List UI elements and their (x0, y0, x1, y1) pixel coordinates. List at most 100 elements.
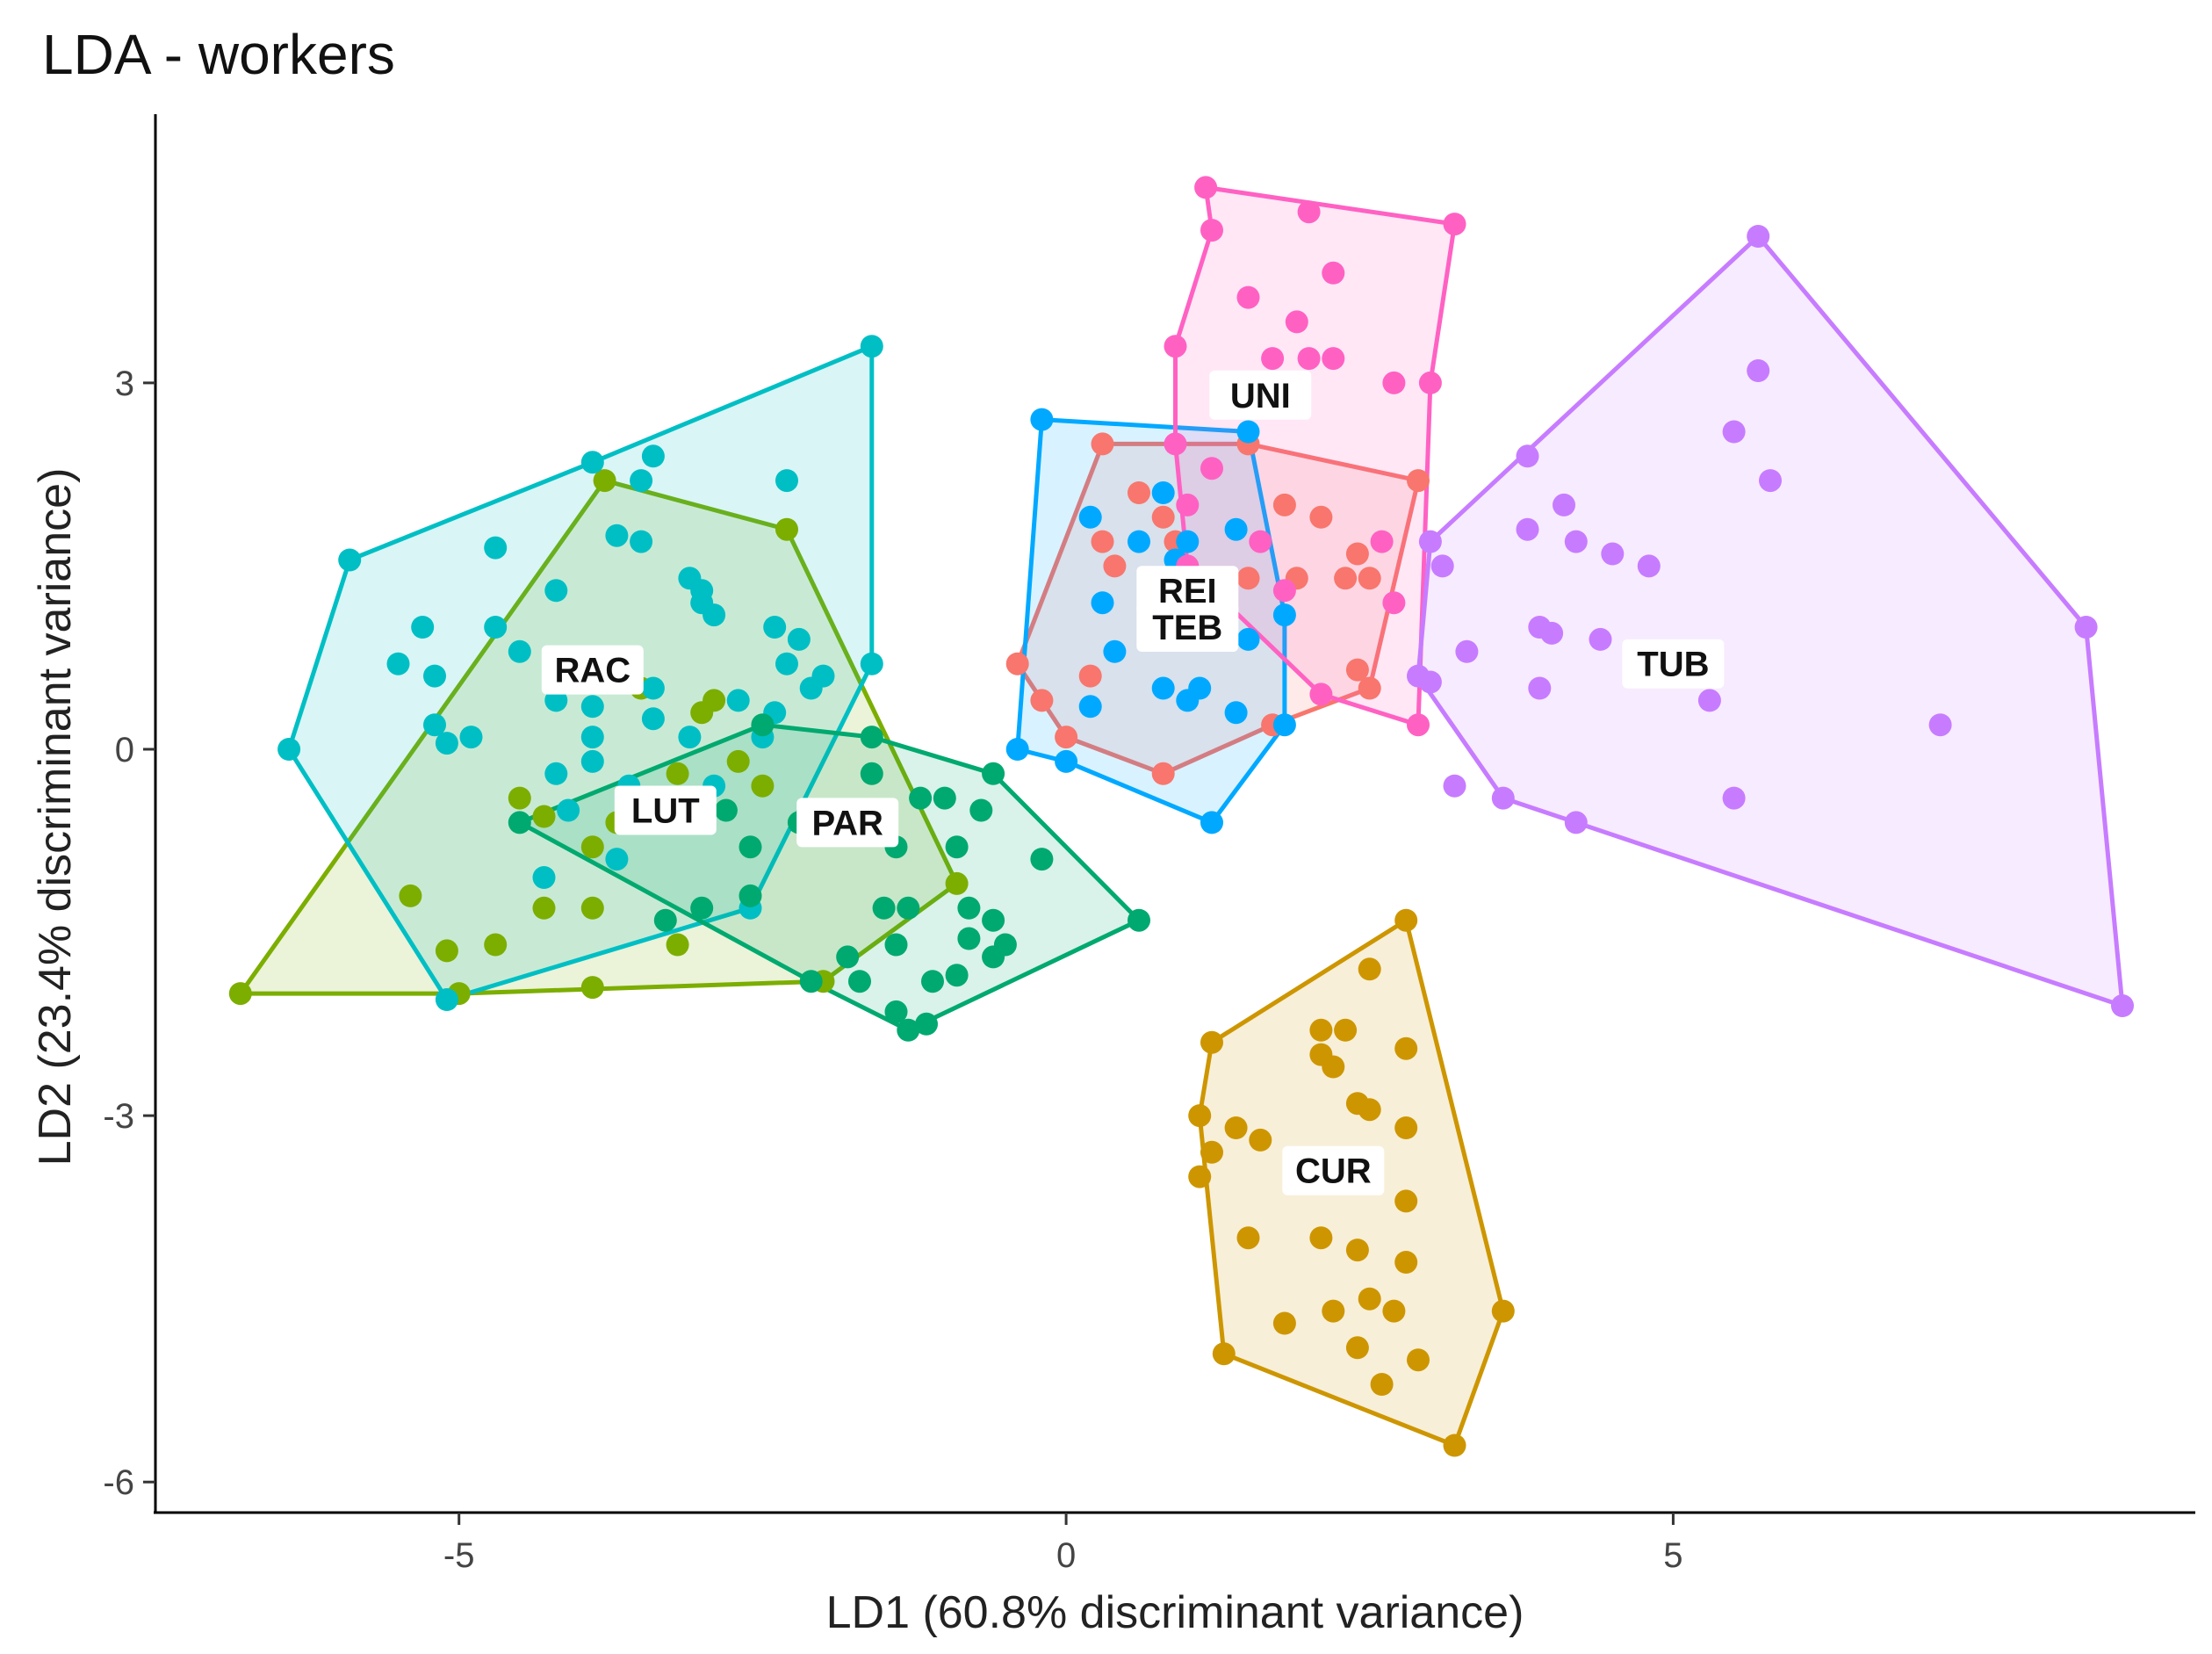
point-tub (1759, 469, 1782, 493)
point-tub (2074, 616, 2098, 639)
group-label-box (796, 798, 899, 848)
point-par (897, 896, 920, 920)
point-par (714, 798, 738, 822)
point-rac (580, 749, 604, 773)
point-tub (1516, 517, 1539, 541)
point-lut (666, 762, 689, 785)
point-rac (423, 664, 446, 688)
point-cur (1358, 1098, 1381, 1122)
point-cur (1200, 1030, 1223, 1054)
point-teb (1188, 676, 1212, 700)
point-tub (1697, 689, 1721, 712)
group-label-box (1622, 639, 1725, 689)
point-par (836, 945, 860, 969)
ticks-layer: -5 0 5 -6 -3 0 3 (103, 365, 1682, 1575)
point-par (508, 811, 531, 834)
point-cur (1370, 1373, 1394, 1396)
point-cur (1358, 957, 1381, 981)
point-uni (1200, 457, 1223, 480)
group-label-text: TEB (1152, 609, 1222, 647)
point-par (1030, 848, 1054, 871)
point-lut (484, 933, 508, 957)
point-tub (1747, 225, 1770, 248)
point-lut (399, 884, 422, 907)
x-axis-title: LD1 (60.8% discriminant variance) (826, 1587, 1524, 1638)
point-teb (1272, 713, 1296, 737)
point-rac (703, 603, 726, 627)
point-lut (666, 933, 689, 957)
point-teb (1224, 701, 1248, 725)
point-rac (641, 444, 665, 468)
point-lut (580, 835, 604, 859)
point-cur (1394, 908, 1418, 932)
point-uni (1261, 347, 1285, 371)
point-rac (557, 798, 580, 822)
point-tub (1553, 493, 1575, 516)
point-teb (1078, 695, 1102, 719)
group-label-teb: TEB (1136, 603, 1239, 652)
point-par (957, 927, 981, 950)
point-rei (1128, 481, 1150, 504)
point-rei (1091, 530, 1114, 553)
point-par (982, 762, 1005, 785)
point-rei (1103, 554, 1127, 578)
point-uni (1164, 335, 1187, 358)
point-cur (1407, 1348, 1430, 1372)
point-teb (1128, 530, 1150, 553)
point-par (884, 933, 908, 957)
point-rei (1091, 432, 1114, 456)
point-rac (411, 616, 435, 639)
x-tick-label: 0 (1056, 1536, 1076, 1575)
point-rac (277, 738, 301, 761)
y-tick-label: -3 (103, 1097, 134, 1136)
point-uni (1370, 530, 1394, 553)
point-tub (1540, 621, 1564, 645)
group-label-par: PAR (796, 798, 899, 848)
point-lut (532, 805, 556, 828)
y-tick-label: 0 (115, 731, 134, 769)
point-uni (1382, 591, 1406, 615)
point-par (653, 908, 677, 932)
point-uni (1164, 432, 1187, 456)
group-label-text: LUT (631, 792, 700, 831)
point-rac (605, 848, 629, 871)
point-uni (1272, 579, 1296, 603)
point-par (897, 1018, 920, 1042)
point-cur (1224, 1116, 1248, 1139)
point-rei (1345, 542, 1369, 566)
point-lut (945, 871, 969, 895)
point-rac (544, 762, 568, 785)
point-cur (1249, 1128, 1272, 1152)
point-cur (1394, 1036, 1418, 1060)
point-uni (1322, 347, 1345, 371)
chart-title: LDA - workers (42, 23, 395, 86)
point-rei (1005, 652, 1029, 675)
point-rei (1151, 762, 1175, 785)
point-tub (1747, 359, 1770, 382)
point-par (969, 798, 993, 822)
point-cur (1358, 1287, 1381, 1311)
points-layer (228, 176, 2134, 1457)
group-label-uni: UNI (1209, 370, 1312, 420)
point-tub (1589, 627, 1612, 651)
point-rac (580, 451, 604, 474)
point-uni (1285, 310, 1308, 334)
group-label-text: PAR (811, 804, 883, 842)
point-rac (605, 524, 629, 547)
point-lut (775, 517, 798, 541)
point-par (884, 1000, 908, 1023)
point-teb (1151, 676, 1175, 700)
point-par (739, 884, 762, 907)
group-label-box (1136, 603, 1239, 652)
point-rei (1272, 493, 1296, 516)
point-par (739, 835, 762, 859)
group-label-box (1282, 1145, 1385, 1195)
point-tub (1528, 676, 1552, 700)
point-rac (459, 726, 483, 749)
point-cur (1394, 1189, 1418, 1213)
point-par (921, 970, 944, 993)
point-tub (1601, 542, 1625, 566)
group-label-text: UNI (1230, 377, 1291, 415)
